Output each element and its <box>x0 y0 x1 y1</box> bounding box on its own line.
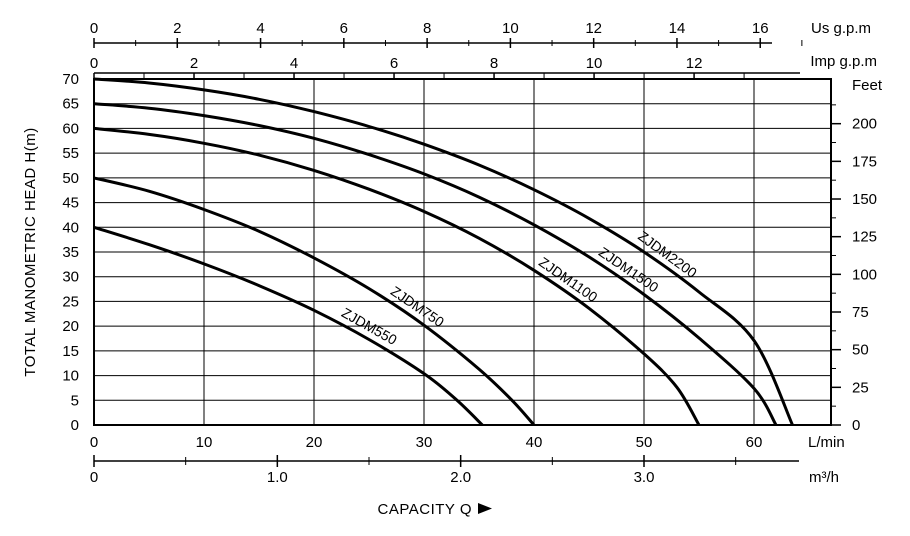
y-tick-label-feet: 75 <box>852 304 869 321</box>
us-gpm-unit-label: Us g.p.m <box>811 20 871 37</box>
y-tick-label-m: 0 <box>71 417 79 434</box>
us-gpm-tick-label: 6 <box>340 20 348 37</box>
y-tick-label-feet: 150 <box>852 191 877 208</box>
us-gpm-tick-label: 4 <box>256 20 264 37</box>
imp-gpm-tick-label: 8 <box>490 55 498 72</box>
x-tick-label-lmin: 20 <box>306 434 323 451</box>
m3h-tick-label: 0 <box>90 469 98 486</box>
us-gpm-tick-label: 14 <box>669 20 686 37</box>
y-tick-label-m: 50 <box>62 170 79 187</box>
imp-gpm-tick-label: 0 <box>90 55 98 72</box>
curves-layer <box>93 77 794 427</box>
y-tick-label-feet: 200 <box>852 116 877 133</box>
y-tick-label-m: 20 <box>62 318 79 335</box>
grid-lines <box>94 79 831 425</box>
us-gpm-tick-label: 16 <box>752 20 769 37</box>
us-gpm-tick-label: 12 <box>585 20 602 37</box>
imp-gpm-tick-label: 2 <box>190 55 198 72</box>
us-gpm-tick-label: 10 <box>502 20 519 37</box>
imp-gpm-tick-label: 12 <box>686 55 703 72</box>
y-tick-label-feet: 125 <box>852 229 877 246</box>
x-tick-label-lmin: 10 <box>196 434 213 451</box>
y-tick-label-feet: 50 <box>852 342 869 359</box>
y-tick-label-m: 45 <box>62 195 79 212</box>
y-tick-label-m: 65 <box>62 96 79 113</box>
y-tick-label-m: 35 <box>62 244 79 261</box>
y-tick-label-m: 10 <box>62 368 79 385</box>
imp-gpm-tick-label: 4 <box>290 55 298 72</box>
imp-gpm-tick-label: 6 <box>390 55 398 72</box>
curve-zjdm2200 <box>93 77 794 426</box>
y-tick-label-m: 55 <box>62 145 79 162</box>
x-tick-label-lmin: 50 <box>636 434 653 451</box>
lmin-unit-label: L/min <box>808 434 845 451</box>
x-tick-label-lmin: 60 <box>746 434 763 451</box>
m3h-tick-label: 3.0 <box>634 469 655 486</box>
m3h-tick-label: 2.0 <box>450 469 471 486</box>
curve-zjdm1100 <box>93 126 701 426</box>
right-arrow-icon <box>478 503 492 514</box>
x-tick-label-lmin: 0 <box>90 434 98 451</box>
labels-layer: 0 10 20 30 40 50 60051015202530354045505560657… <box>62 20 877 486</box>
axes-layer <box>93 38 841 467</box>
m3h-tick-label: 1.0 <box>267 469 288 486</box>
curve-zjdm1500 <box>93 102 778 426</box>
y-tick-label-m: 70 <box>62 71 79 88</box>
y-axis-title: TOTAL MANOMETRIC HEAD H(m) <box>22 127 39 376</box>
m3h-unit-label: m³/h <box>809 469 839 486</box>
y-tick-label-feet: 0 <box>852 417 860 434</box>
x-tick-label-lmin: 40 <box>526 434 543 451</box>
y-tick-label-m: 60 <box>62 120 79 137</box>
y-tick-label-m: 25 <box>62 293 79 310</box>
y-tick-label-feet: 175 <box>852 153 877 170</box>
imp-gpm-tick-label: 10 <box>586 55 603 72</box>
curve-zjdm550 <box>93 225 484 427</box>
y-tick-label-feet: 100 <box>852 266 877 283</box>
curve-zjdm750 <box>93 176 536 427</box>
y-tick-label-m: 5 <box>71 392 79 409</box>
y-tick-label-m: 15 <box>62 343 79 360</box>
us-gpm-tick-label: 2 <box>173 20 181 37</box>
y-tick-label-feet: 25 <box>852 379 869 396</box>
x-tick-label-lmin: 30 <box>416 434 433 451</box>
x-axis-title: CAPACITY Q <box>378 501 472 518</box>
y-tick-label-m: 30 <box>62 269 79 286</box>
imp-gpm-unit-label: Imp g.p.m <box>810 53 877 70</box>
plot-frame <box>93 78 832 426</box>
y-tick-label-m: 40 <box>62 219 79 236</box>
us-gpm-tick-label: 8 <box>423 20 431 37</box>
us-gpm-tick-label: 0 <box>90 20 98 37</box>
feet-unit-label: Feet <box>852 77 883 94</box>
